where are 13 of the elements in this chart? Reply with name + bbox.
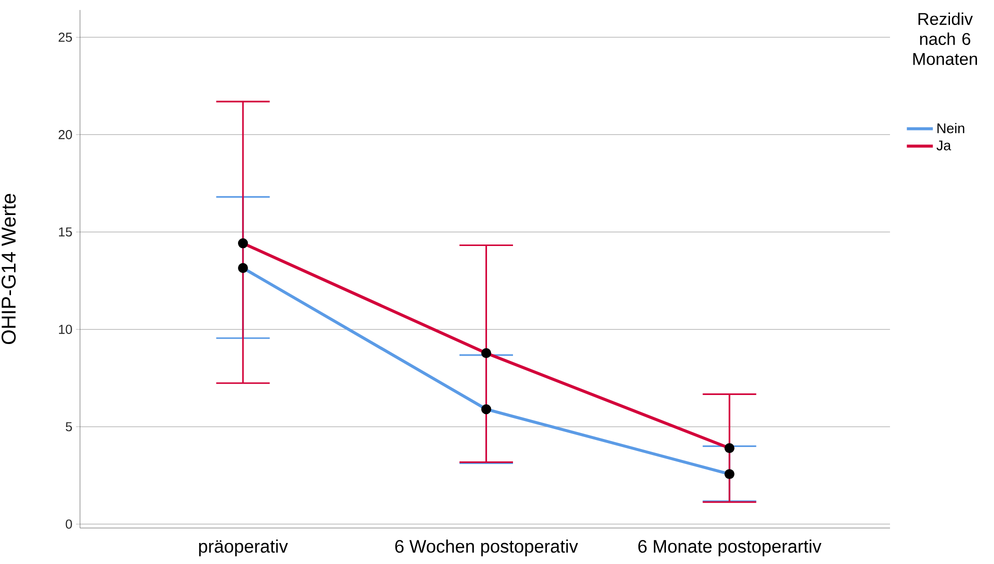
legend-label: Ja: [936, 140, 952, 150]
y-tick-label: 15: [59, 227, 72, 237]
y-axis-title: OHIP-G14 Werte: [2, 194, 16, 344]
x-tick-label: 6 Wochen postoperativ: [395, 540, 578, 556]
y-tick-label: 10: [59, 324, 72, 334]
x-tick-label: 6 Monate postoperartiv: [638, 540, 822, 556]
legend-title: Rezidiv nach 6 Monaten: [913, 12, 977, 66]
x-tick-label: präoperativ: [199, 540, 288, 556]
legend-label: Nein: [937, 122, 964, 134]
y-tick-label: 25: [58, 32, 72, 42]
y-tick-label: 20: [58, 130, 72, 140]
y-tick-label: 5: [66, 422, 72, 432]
y-tick-label: 0: [66, 520, 72, 529]
